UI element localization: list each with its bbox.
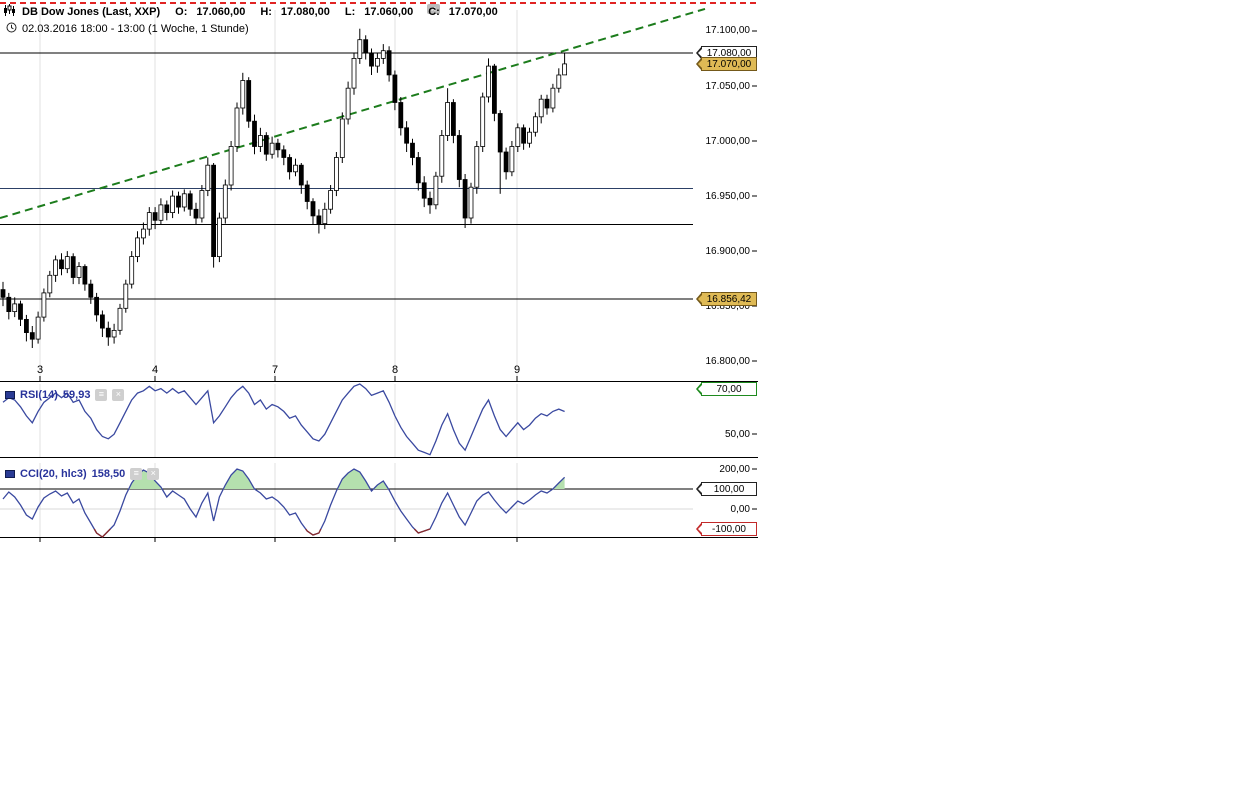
rsi-line [2, 383, 565, 456]
last-price-tag[interactable]: 17.070,00 [696, 56, 757, 71]
candlestick-chart-icon[interactable] [3, 4, 16, 20]
clock-icon [6, 22, 17, 36]
rsi-70-tag[interactable]: 70,00 [696, 381, 757, 396]
date-axis-label: 9 [513, 364, 521, 376]
instrument-name: DB Dow Jones (Last, XXP) [22, 6, 161, 18]
price-axis-label: 16.950,00 [705, 190, 751, 202]
cci-overbought-fill [373, 481, 389, 489]
cci-color-chip [5, 470, 15, 478]
cci-label: CCI(20, hlc3) [20, 468, 87, 480]
horizontal-line-tag-16856[interactable]: 16.856,42 [696, 292, 757, 307]
high-value: 17.080,00 [280, 6, 330, 18]
low-value: 17.060,00 [364, 6, 414, 18]
date-axis-label: 7 [271, 364, 279, 376]
price-axis-label: 16.850,00 [705, 300, 751, 312]
cci-overbought-fill [128, 470, 163, 489]
cci-oversold-segment [93, 528, 111, 538]
rsi-legend: RSI(14) 59,93 ≡ × [5, 389, 125, 401]
cci-overbought-fill [223, 469, 255, 489]
price-axis-label: 17.100,00 [705, 25, 751, 37]
close-label: C: [428, 6, 440, 18]
low-label: L: [344, 6, 356, 18]
svg-text:×: × [431, 4, 436, 14]
close-value: 17.070,00 [448, 6, 498, 18]
rsi-close-icon[interactable]: × [112, 389, 125, 401]
cci-minus-100-tag[interactable]: -100,00 [696, 522, 757, 536]
cci-overbought-fill [337, 469, 371, 489]
cci-settings-icon[interactable]: ≡ [130, 468, 143, 480]
open-value: 17.060,00 [196, 6, 246, 18]
cci-value: 158,50 [91, 468, 126, 480]
cci-oversold-segment [305, 528, 322, 536]
trendline[interactable] [0, 7, 706, 220]
open-label: O: [175, 6, 188, 18]
axis-overlay: 17.100,00 17.050,00 17.000,00 16.950,00 16.9… [0, 0, 758, 545]
cci-close-icon[interactable]: × [147, 468, 160, 480]
cci-axis-label: 200,00 [719, 463, 750, 475]
cci-100-tag[interactable]: 100,00 [696, 482, 757, 496]
cci-oversold-segment [413, 528, 431, 534]
candles[interactable] [0, 28, 567, 348]
date-axis-label: 4 [151, 364, 159, 376]
rsi-label: RSI(14) [20, 389, 58, 401]
rsi-settings-icon[interactable]: ≡ [95, 389, 108, 401]
price-level-tag-17080[interactable]: 17.080,00 [696, 45, 757, 60]
timeframe-text: 02.03.2016 18:00 - 13:00 (1 Woche, 1 Stu… [22, 23, 249, 35]
rsi-color-chip [5, 391, 15, 399]
axis-ticks [752, 30, 757, 510]
chart-subheader: 02.03.2016 18:00 - 13:00 (1 Woche, 1 Stu… [6, 22, 249, 36]
price-axis-label: 16.900,00 [705, 245, 751, 257]
date-axis-label: 8 [391, 364, 399, 376]
cci-axis-label: 0,00 [730, 503, 750, 515]
alert-line-handle-icon [427, 4, 440, 14]
chart-canvas[interactable]: × [0, 0, 758, 545]
alert-line[interactable]: × [0, 2, 757, 14]
price-axis-label: 17.000,00 [705, 135, 751, 147]
price-axis-label: 17.050,00 [705, 80, 751, 92]
high-label: H: [260, 6, 272, 18]
rsi-value: 59,93 [62, 389, 91, 401]
price-axis-label: 16.800,00 [705, 355, 751, 367]
cci-legend: CCI(20, hlc3) 158,50 ≡ × [5, 468, 160, 480]
rsi-axis-label: 50,00 [724, 428, 750, 440]
date-axis-label: 3 [36, 364, 44, 376]
chart-header: DB Dow Jones (Last, XXP) O: 17.060,00 H: 1… [3, 4, 498, 20]
